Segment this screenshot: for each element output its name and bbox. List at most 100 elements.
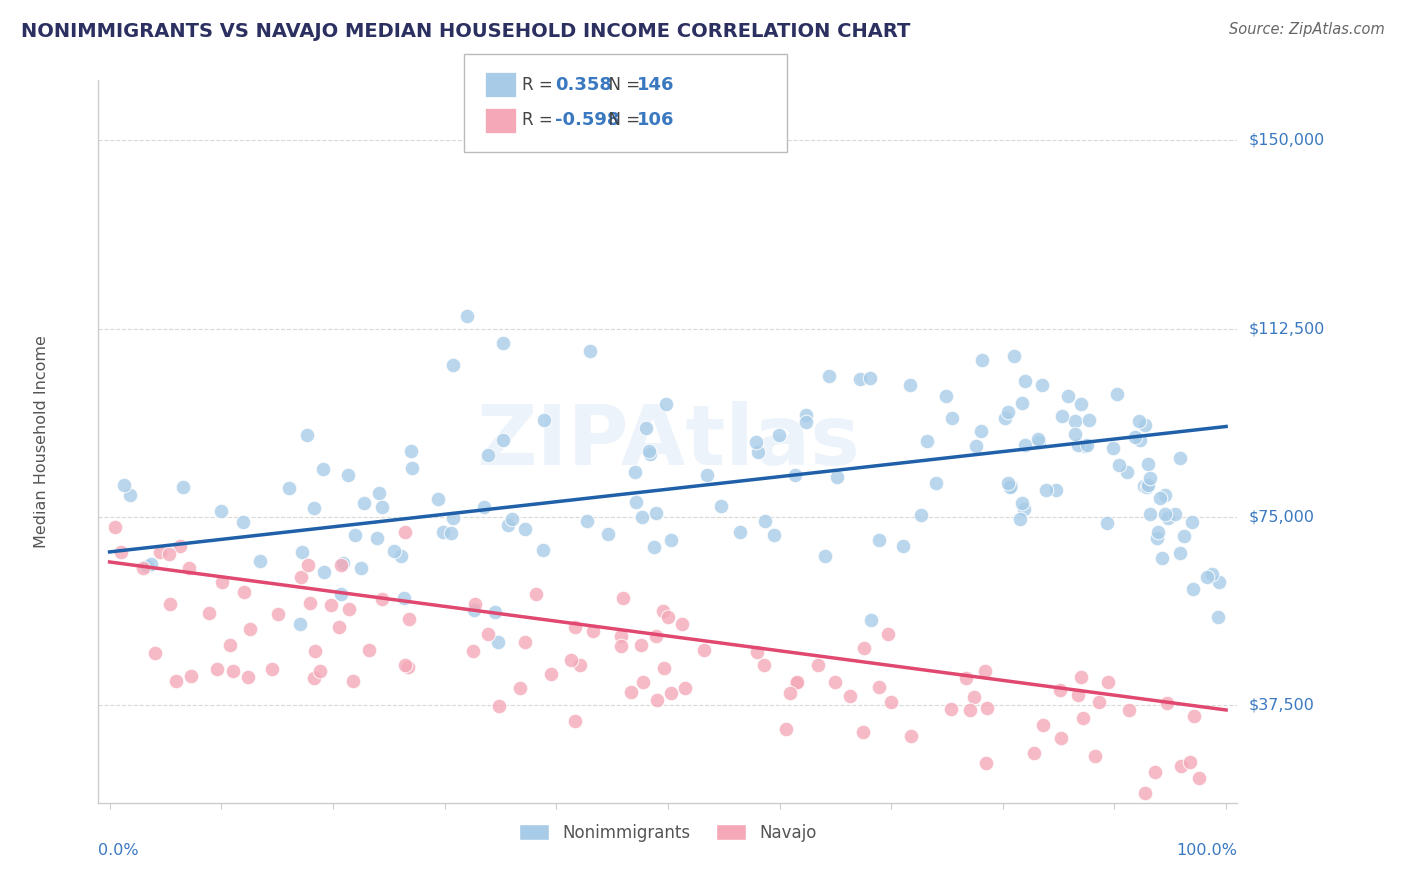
Point — [630, 639, 652, 653]
Point — [463, 603, 485, 617]
Point — [893, 539, 915, 553]
Point — [1026, 432, 1049, 446]
Point — [1170, 759, 1192, 773]
Point — [394, 658, 416, 673]
Point — [955, 671, 977, 685]
Point — [762, 527, 785, 541]
Point — [963, 690, 986, 704]
Point — [620, 684, 643, 698]
Point — [169, 539, 191, 553]
Point — [1067, 688, 1090, 702]
Point — [747, 445, 769, 459]
Point — [807, 657, 830, 672]
Point — [267, 607, 290, 621]
Point — [1032, 718, 1054, 732]
Text: Source: ZipAtlas.com: Source: ZipAtlas.com — [1229, 22, 1385, 37]
Point — [645, 507, 668, 521]
Point — [1108, 458, 1130, 472]
Point — [278, 481, 301, 495]
Point — [582, 624, 605, 638]
Point — [1123, 430, 1146, 444]
Point — [997, 475, 1019, 490]
Point — [645, 693, 668, 707]
Point — [295, 428, 318, 442]
Point — [399, 444, 422, 458]
Point — [659, 533, 682, 548]
Point — [1149, 491, 1171, 505]
Point — [814, 549, 837, 563]
Point — [344, 527, 367, 541]
Point — [868, 533, 890, 547]
Text: R =: R = — [522, 112, 558, 129]
Point — [794, 409, 817, 423]
Point — [1178, 755, 1201, 769]
Point — [496, 518, 519, 533]
Point — [149, 545, 172, 559]
Point — [104, 520, 127, 534]
Point — [330, 558, 353, 572]
Point — [825, 470, 848, 484]
Point — [696, 468, 718, 483]
Point — [997, 405, 1019, 419]
Point — [209, 504, 232, 518]
Point — [509, 681, 531, 696]
Point — [645, 629, 668, 643]
Point — [336, 468, 359, 483]
Point — [785, 676, 807, 690]
Point — [198, 606, 221, 620]
Point — [1011, 495, 1033, 509]
Point — [290, 570, 312, 584]
Point — [1014, 437, 1036, 451]
Point — [974, 756, 997, 771]
Point — [910, 508, 932, 523]
Point — [1157, 511, 1180, 525]
Point — [880, 696, 903, 710]
Point — [728, 524, 751, 539]
Point — [1139, 471, 1161, 485]
Point — [314, 565, 336, 579]
Point — [440, 526, 463, 541]
Point — [396, 660, 419, 674]
Text: $150,000: $150,000 — [1249, 133, 1324, 148]
Point — [1012, 502, 1035, 516]
Point — [651, 604, 673, 618]
Point — [1156, 696, 1178, 710]
Text: N =: N = — [598, 76, 645, 94]
Point — [1050, 731, 1073, 745]
Point — [972, 352, 994, 367]
Point — [232, 585, 254, 599]
Point — [631, 675, 654, 690]
Point — [925, 475, 948, 490]
Point — [1010, 511, 1032, 525]
Point — [998, 480, 1021, 494]
Point — [779, 686, 801, 700]
Point — [321, 598, 343, 612]
Point — [1146, 531, 1168, 545]
Point — [1088, 695, 1111, 709]
Point — [568, 657, 591, 672]
Point — [768, 428, 790, 442]
Point — [974, 664, 997, 678]
Point — [624, 465, 647, 479]
Point — [1097, 675, 1119, 690]
Point — [959, 703, 981, 717]
Text: 100.0%: 100.0% — [1177, 843, 1237, 857]
Point — [159, 598, 181, 612]
Point — [477, 627, 499, 641]
Point — [900, 730, 922, 744]
Point — [1071, 711, 1094, 725]
Point — [754, 514, 776, 528]
Point — [249, 554, 271, 568]
Point — [576, 514, 599, 528]
Point — [626, 495, 648, 509]
Point — [492, 336, 515, 351]
Point — [297, 558, 319, 573]
Point — [637, 444, 659, 458]
Point — [868, 681, 890, 695]
Point — [610, 629, 633, 643]
Point — [596, 527, 619, 541]
Point — [1137, 457, 1160, 471]
Point — [157, 547, 180, 561]
Point — [1057, 389, 1080, 403]
Point — [456, 309, 478, 323]
